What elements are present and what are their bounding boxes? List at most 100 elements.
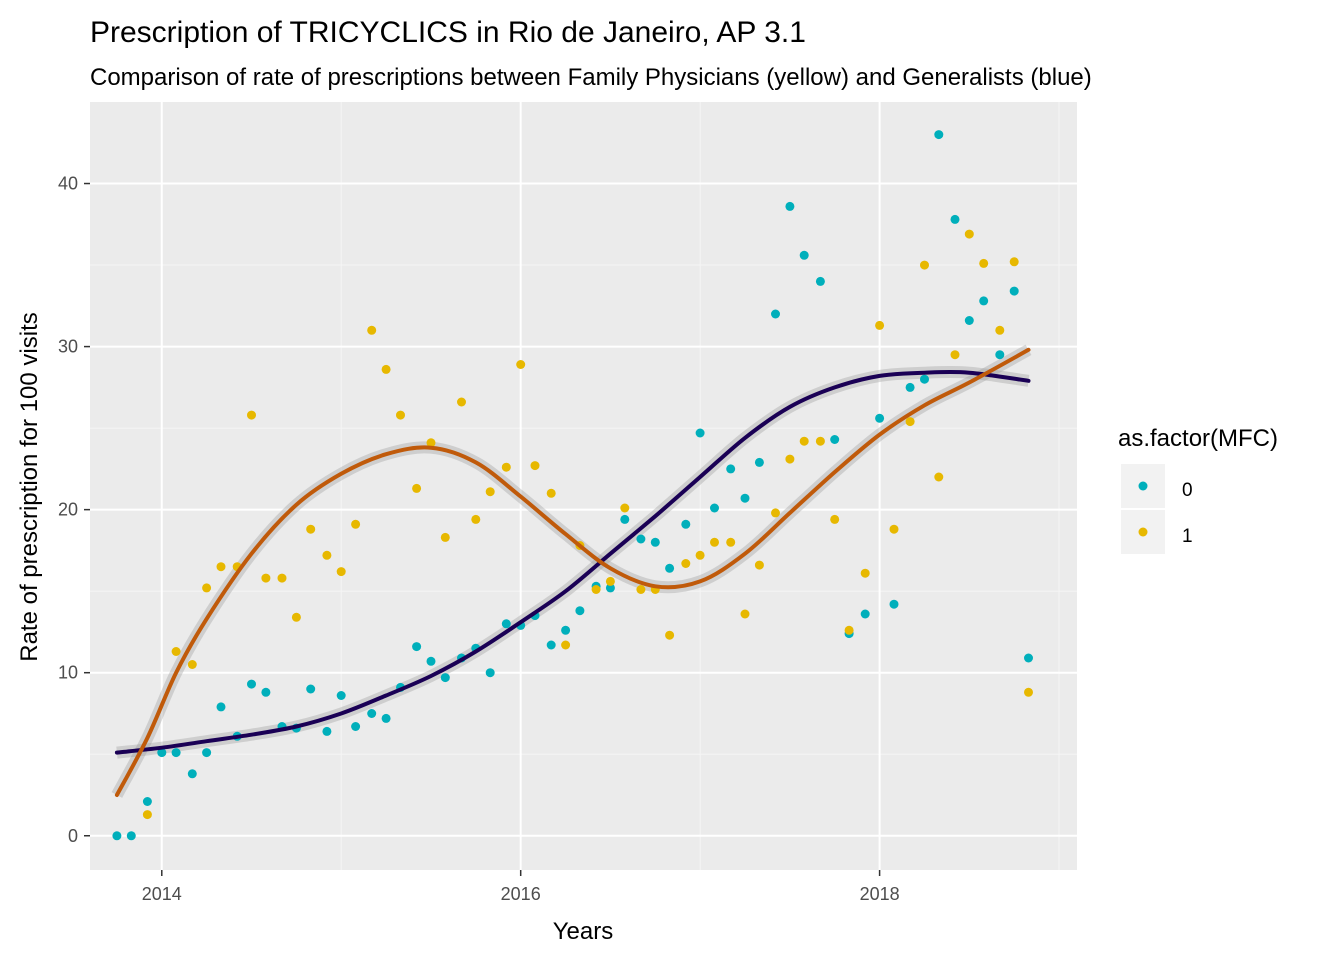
point-series-0 [815,276,825,286]
point-series-1 [905,417,915,427]
point-series-0 [830,435,840,444]
point-series-1 [261,573,271,583]
point-series-1 [799,436,809,446]
point-series-1 [710,537,719,547]
point-series-0 [261,687,271,697]
point-series-0 [620,514,630,524]
point-series-0 [561,625,571,635]
point-series-0 [440,673,450,683]
point-series-1 [412,483,422,493]
point-series-0 [306,684,316,694]
point-series-0 [964,316,974,325]
point-series-1 [754,560,764,570]
chart-subtitle: Comparison of rate of prescriptions betw… [90,64,1092,91]
point-series-0 [575,606,585,616]
minor-gridlines [90,102,1077,870]
point-series-1 [381,364,391,374]
point-series-1 [979,258,989,268]
point-series-1 [844,625,854,635]
point-series-1 [306,524,316,534]
point-series-1 [726,537,736,547]
point-series-1 [964,229,974,239]
point-series-0 [905,382,915,392]
point-series-1 [322,550,332,560]
point-series-0 [247,679,256,689]
point-series-0 [860,609,870,619]
y-tick-label: 20 [58,500,78,520]
x-axis-ticks: 2014 2016 2018 [142,870,900,904]
point-series-1 [561,640,571,650]
point-series-1 [501,462,511,472]
point-series-1 [546,488,556,498]
data-points [112,130,1033,841]
point-series-0 [771,309,780,319]
point-series-1 [142,810,152,820]
point-series-1 [636,585,646,594]
point-series-0 [171,748,181,758]
point-series-1 [605,576,615,586]
major-gridlines [90,102,1077,870]
legend-marker-1 [1138,527,1148,537]
point-series-1 [351,519,361,529]
point-series-1 [426,438,436,448]
point-series-0 [426,656,436,666]
point-series-1 [695,550,705,560]
point-series-1 [457,397,466,407]
point-series-1 [860,568,870,578]
point-series-1 [1024,687,1033,697]
point-series-0 [605,583,615,593]
point-series-1 [1009,257,1019,267]
trend-line-series-0 [114,369,1031,755]
point-series-1 [815,436,825,446]
point-series-0 [950,214,960,224]
point-series-0 [726,464,736,474]
point-series-1 [440,532,450,542]
legend-marker-0 [1138,481,1148,491]
point-series-0 [1009,286,1019,296]
point-series-1 [530,461,540,471]
point-series-0 [501,619,511,629]
legend-label-0: 0 [1182,480,1193,501]
legend-title: as.factor(MFC) [1118,425,1278,452]
point-series-1 [681,559,691,568]
point-series-0 [979,296,989,306]
point-series-0 [381,713,391,723]
point-series-1 [187,660,197,669]
legend-label-1: 1 [1182,526,1193,547]
trend-lines [114,347,1031,797]
point-series-0 [785,201,795,211]
point-series-1 [889,524,899,534]
point-series-0 [112,831,122,841]
point-series-1 [396,410,405,420]
point-series-1 [291,612,301,622]
x-tick-label: 2018 [860,884,900,904]
point-series-1 [995,325,1005,335]
point-series-0 [157,748,167,758]
point-series-1 [277,573,287,583]
point-series-0 [754,457,764,467]
point-series-0 [412,642,422,652]
point-series-0 [995,350,1005,360]
chart-title: Prescription of TRICYCLICS in Rio de Jan… [90,16,806,49]
point-series-0 [875,413,885,423]
point-series-0 [650,537,660,547]
point-series-1 [336,567,346,577]
point-series-0 [322,726,332,736]
point-series-0 [665,563,675,573]
point-series-1 [516,360,526,369]
point-series-1 [920,260,929,270]
point-series-0 [889,599,899,609]
point-series-0 [367,709,377,718]
point-series-0 [126,831,136,841]
point-series-0 [934,130,944,140]
point-series-1 [171,647,181,656]
plot-panel [90,102,1077,870]
point-series-0 [695,428,705,438]
y-tick-label: 40 [58,174,78,194]
trend-line-series-1 [114,347,1031,797]
point-series-0 [485,668,495,678]
y-axis-title: Rate of prescription for 100 visits [16,312,43,662]
point-series-1 [216,562,226,572]
point-series-1 [830,514,840,524]
